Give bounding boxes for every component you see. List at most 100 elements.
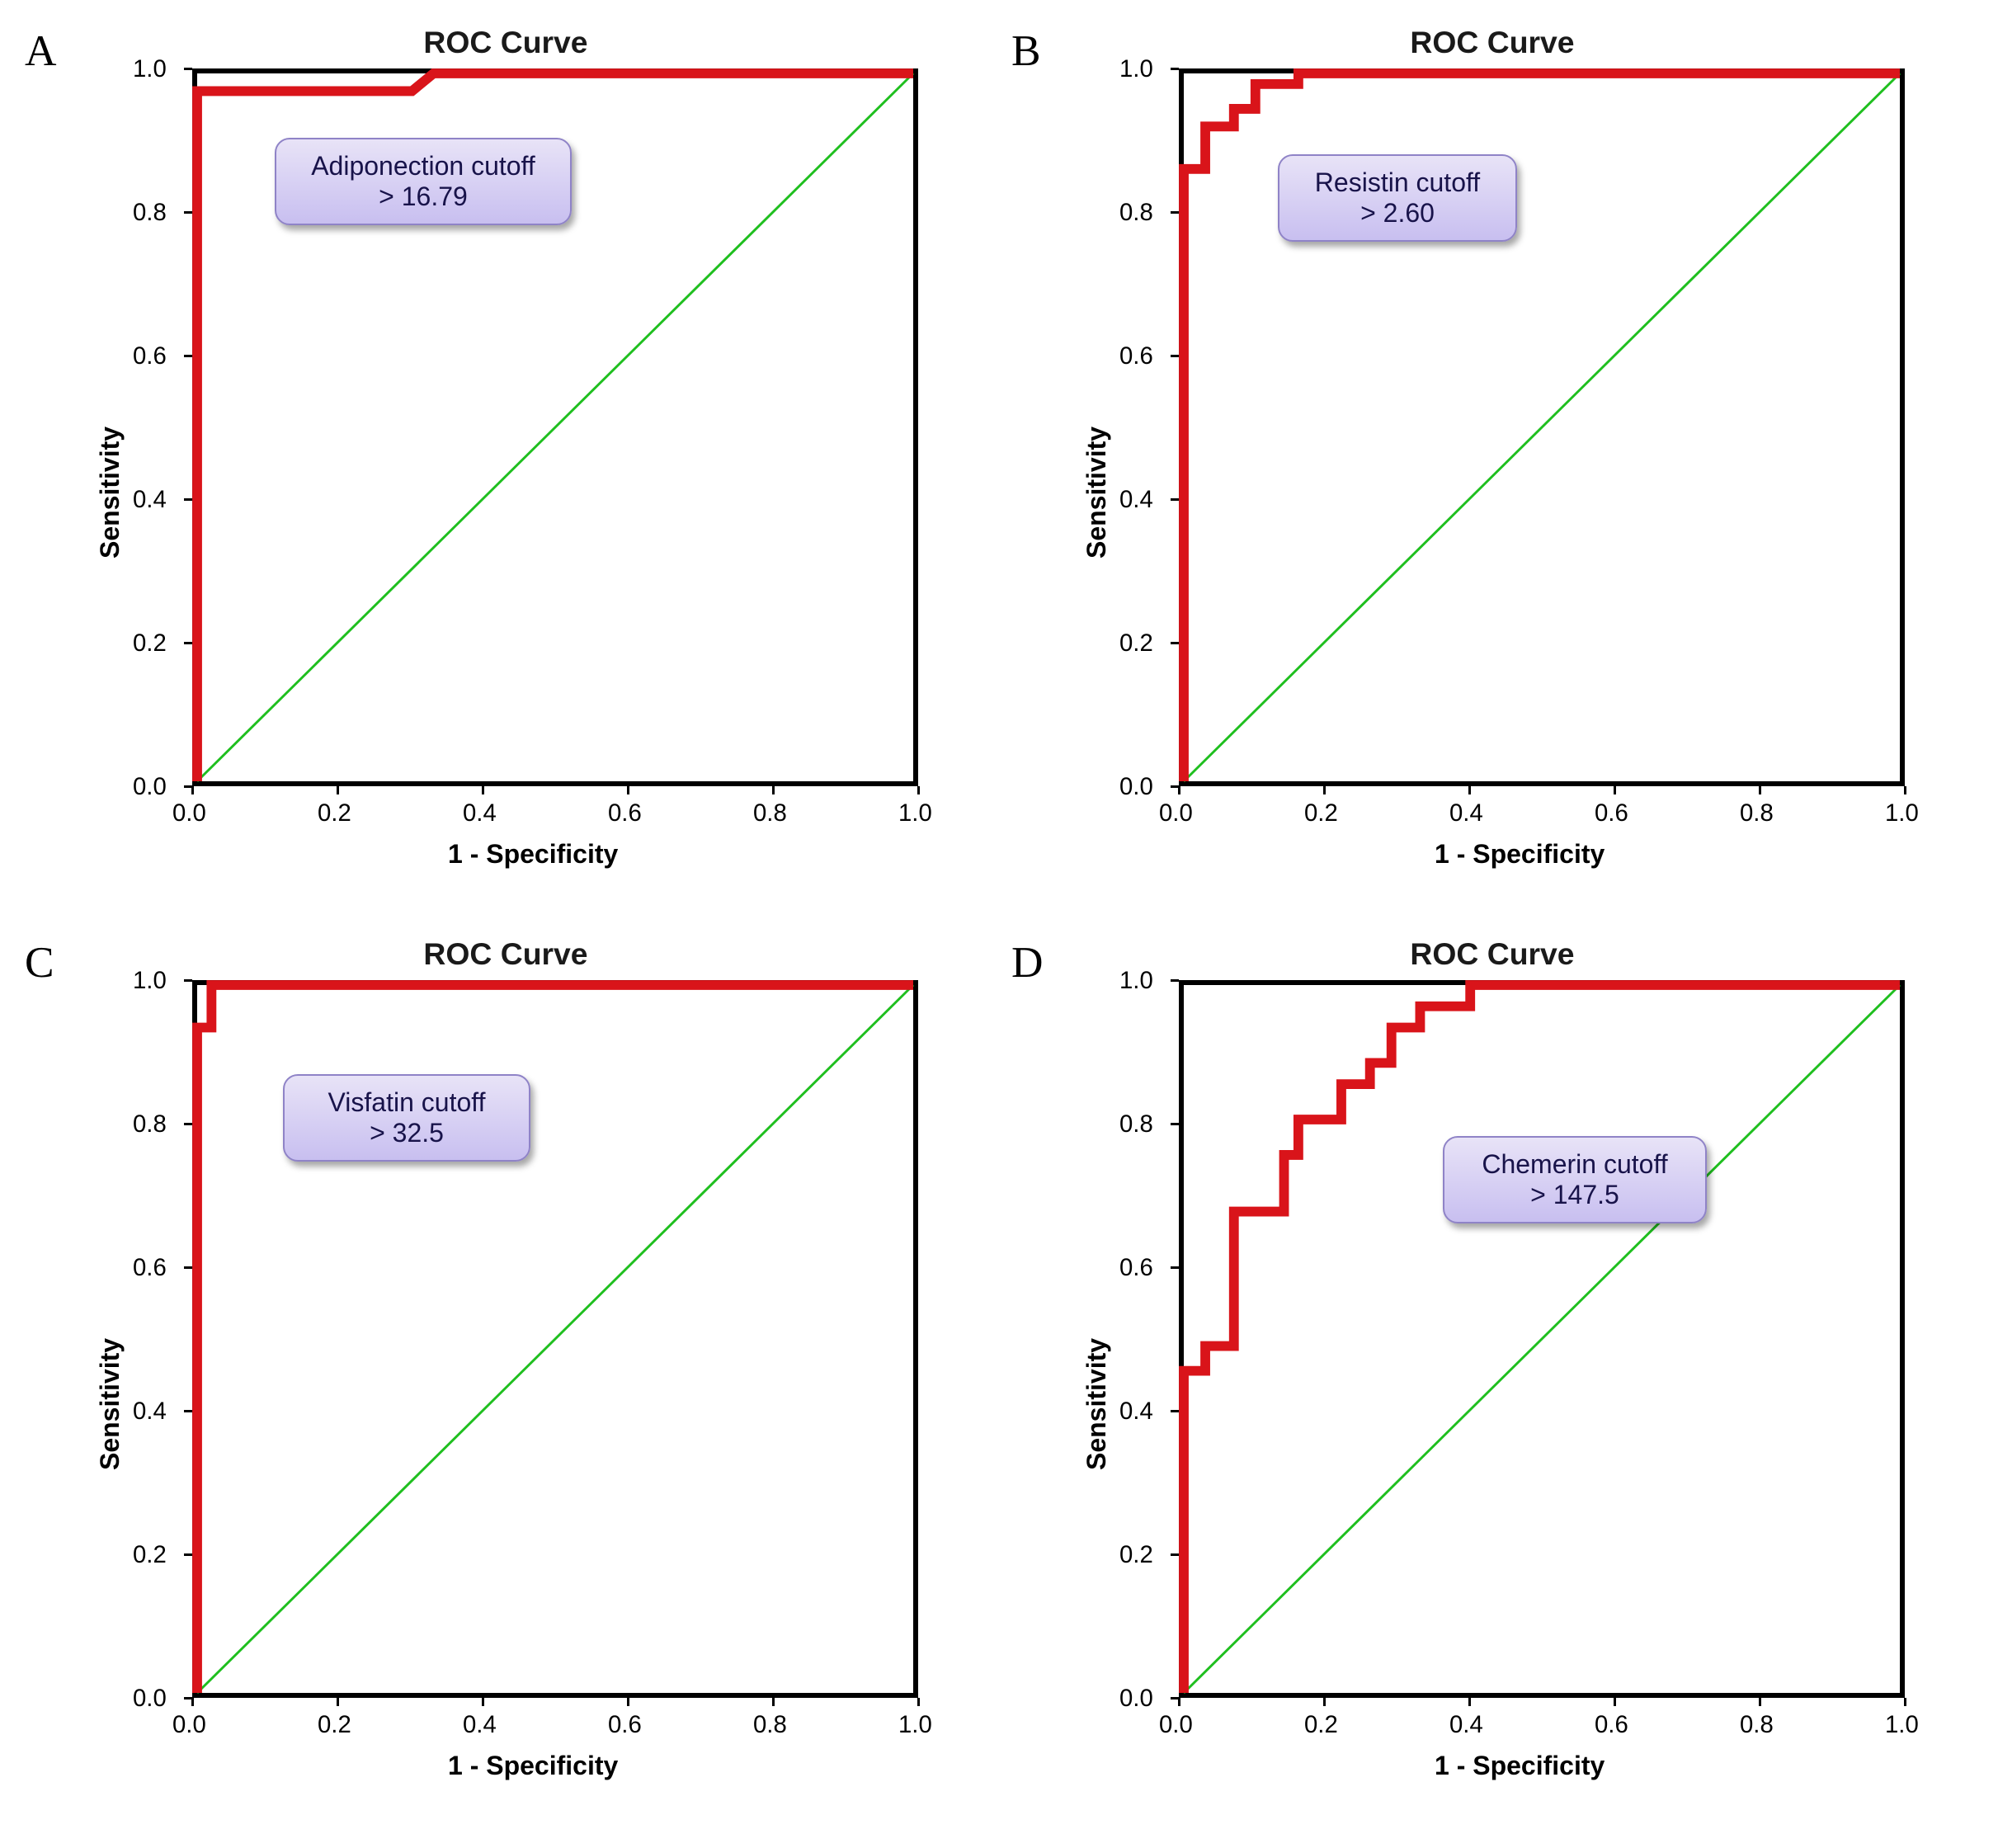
- y-tick: [1171, 355, 1179, 357]
- y-tick: [1171, 68, 1179, 70]
- y-tick-label: 0.4: [133, 486, 167, 514]
- panel-D: DROC Curve0.00.00.20.20.40.40.60.60.80.8…: [1011, 936, 1973, 1823]
- cutoff-label-line2: > 32.5: [304, 1118, 509, 1148]
- cutoff-label-line2: > 147.5: [1464, 1180, 1685, 1210]
- x-tick: [1759, 786, 1761, 794]
- panel-C: CROC Curve0.00.00.20.20.40.40.60.60.80.8…: [25, 936, 987, 1823]
- y-tick: [1171, 1697, 1179, 1700]
- y-tick: [184, 355, 192, 357]
- cutoff-label-line1: Chemerin cutoff: [1482, 1149, 1667, 1179]
- panel-B: BROC Curve0.00.00.20.20.40.40.60.60.80.8…: [1011, 25, 1973, 912]
- y-tick-label: 0.6: [1119, 342, 1153, 370]
- x-tick-label: 0.0: [1159, 1711, 1193, 1739]
- y-tick: [1171, 1410, 1179, 1412]
- y-tick: [184, 1410, 192, 1412]
- y-tick-label: 0.6: [133, 1254, 167, 1282]
- x-tick: [337, 1698, 339, 1706]
- panel-letter: A: [25, 25, 57, 76]
- panel-letter: D: [1011, 936, 1044, 988]
- x-tick-label: 0.6: [608, 1711, 642, 1739]
- x-tick: [1468, 1698, 1471, 1706]
- y-tick-label: 0.2: [1119, 629, 1153, 658]
- reference-line: [1184, 985, 1900, 1693]
- y-tick: [1171, 1266, 1179, 1269]
- x-tick-label: 1.0: [1885, 799, 1919, 827]
- x-tick: [772, 1698, 775, 1706]
- panel-letter: B: [1011, 25, 1041, 76]
- y-tick: [1171, 211, 1179, 214]
- cutoff-label-line2: > 2.60: [1299, 198, 1496, 229]
- y-tick: [184, 68, 192, 70]
- x-tick-label: 0.0: [1159, 799, 1193, 827]
- x-tick-label: 0.6: [608, 799, 642, 827]
- x-tick-label: 1.0: [1885, 1711, 1919, 1739]
- y-tick: [1171, 1553, 1179, 1556]
- plot-container: 0.00.00.20.20.40.40.60.60.80.81.01.01 - …: [1055, 975, 1930, 1800]
- x-tick: [1614, 786, 1616, 794]
- y-tick-label: 0.2: [133, 629, 167, 658]
- x-tick: [917, 786, 920, 794]
- x-axis-label: 1 - Specificity: [1435, 839, 1605, 870]
- chart-title: ROC Curve: [1410, 936, 1574, 972]
- y-axis-label: Sensitivity: [95, 427, 125, 559]
- y-tick-label: 0.4: [1119, 486, 1153, 514]
- chart-title: ROC Curve: [423, 936, 587, 972]
- cutoff-label-line2: > 16.79: [296, 182, 550, 212]
- x-tick: [482, 786, 484, 794]
- x-tick: [1178, 1698, 1180, 1706]
- x-tick-label: 0.8: [753, 1711, 787, 1739]
- y-tick: [1171, 979, 1179, 982]
- x-axis-label: 1 - Specificity: [448, 1751, 618, 1781]
- x-tick-label: 0.2: [1304, 799, 1338, 827]
- x-tick-label: 0.6: [1595, 799, 1628, 827]
- y-tick-label: 0.8: [1119, 199, 1153, 227]
- y-tick: [184, 1553, 192, 1556]
- x-tick-label: 0.8: [1740, 1711, 1774, 1739]
- y-tick-label: 0.8: [133, 1110, 167, 1138]
- x-tick: [191, 1698, 194, 1706]
- x-tick: [917, 1698, 920, 1706]
- y-tick: [1171, 1123, 1179, 1125]
- y-tick-label: 0.0: [133, 773, 167, 801]
- x-tick: [1904, 786, 1906, 794]
- y-tick: [184, 979, 192, 982]
- cutoff-callout: Chemerin cutoff> 147.5: [1443, 1136, 1707, 1223]
- y-tick-label: 1.0: [133, 967, 167, 995]
- x-tick: [627, 1698, 629, 1706]
- y-tick-label: 0.8: [133, 199, 167, 227]
- x-tick-label: 0.2: [318, 799, 351, 827]
- x-tick: [337, 786, 339, 794]
- y-tick-label: 0.6: [1119, 1254, 1153, 1282]
- y-tick-label: 1.0: [1119, 967, 1153, 995]
- x-tick: [1759, 1698, 1761, 1706]
- x-tick-label: 0.4: [463, 1711, 497, 1739]
- y-axis-label: Sensitivity: [1081, 1338, 1112, 1470]
- x-tick: [627, 786, 629, 794]
- x-tick-label: 1.0: [898, 799, 932, 827]
- figure-grid: AROC Curve0.00.00.20.20.40.40.60.60.80.8…: [0, 0, 1998, 1848]
- x-tick: [772, 786, 775, 794]
- plot-container: 0.00.00.20.20.40.40.60.60.80.81.01.01 - …: [68, 64, 943, 889]
- y-tick-label: 1.0: [1119, 55, 1153, 83]
- y-tick-label: 0.0: [133, 1685, 167, 1713]
- cutoff-callout: Adiponection cutoff> 16.79: [275, 138, 572, 225]
- y-tick: [184, 211, 192, 214]
- x-tick: [1323, 786, 1326, 794]
- y-tick-label: 0.2: [133, 1541, 167, 1569]
- y-tick-label: 0.0: [1119, 1685, 1153, 1713]
- cutoff-callout: Resistin cutoff> 2.60: [1278, 154, 1517, 242]
- x-tick: [1614, 1698, 1616, 1706]
- x-tick-label: 0.8: [1740, 799, 1774, 827]
- x-tick-label: 0.6: [1595, 1711, 1628, 1739]
- x-tick: [1904, 1698, 1906, 1706]
- x-tick-label: 0.8: [753, 799, 787, 827]
- x-axis-label: 1 - Specificity: [1435, 1751, 1605, 1781]
- x-tick: [1178, 786, 1180, 794]
- cutoff-label-line1: Adiponection cutoff: [311, 151, 535, 181]
- y-axis-label: Sensitivity: [1081, 427, 1112, 559]
- y-tick-label: 0.6: [133, 342, 167, 370]
- x-tick-label: 0.2: [1304, 1711, 1338, 1739]
- y-tick-label: 0.4: [1119, 1398, 1153, 1426]
- plot-container: 0.00.00.20.20.40.40.60.60.80.81.01.01 - …: [68, 975, 943, 1800]
- chart-title: ROC Curve: [1410, 25, 1574, 60]
